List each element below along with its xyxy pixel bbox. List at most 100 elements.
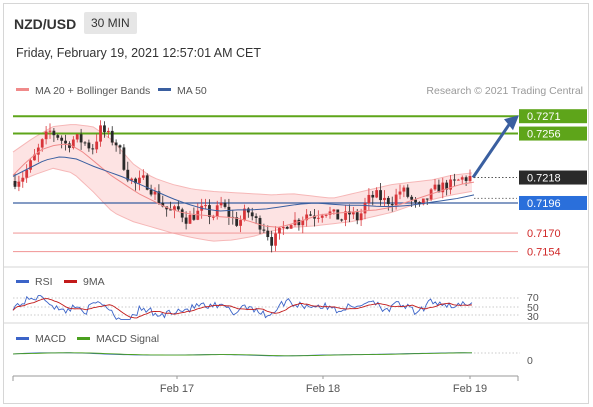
candle-body (122, 147, 126, 170)
candle-body (227, 206, 231, 217)
ma50-legend-swatch (158, 88, 171, 91)
forecast-arrow-head (504, 115, 519, 131)
candle-body (219, 202, 223, 206)
level-badge (519, 109, 587, 124)
level-badge (519, 170, 587, 185)
candle-body (351, 212, 355, 215)
candle-body (278, 227, 281, 234)
candle-body (40, 139, 44, 148)
candle-body (83, 142, 87, 144)
candle-body (289, 225, 293, 229)
candle-body (184, 217, 188, 224)
forecast-arrow-shaft (471, 122, 512, 179)
rsi-ma-line (12, 298, 473, 319)
candle-body (309, 214, 312, 216)
time-tick-label: Feb 17 (160, 383, 194, 395)
candle-body (169, 209, 172, 211)
candle-body (406, 187, 410, 197)
candle-body (157, 191, 161, 203)
candle-body (192, 214, 196, 220)
macd-tick-0: 0 (527, 355, 533, 367)
candle-body (118, 145, 122, 148)
candle-body (99, 125, 102, 142)
candle-body (91, 148, 95, 150)
candle-body (60, 137, 64, 141)
ma50-line (12, 156, 475, 212)
time-tick-label: Feb 19 (453, 383, 487, 395)
rsi-chart (12, 295, 520, 321)
candle-body (456, 179, 460, 181)
candle-body (64, 140, 67, 144)
bollinger-legend-swatch (16, 88, 29, 91)
chart-header: NZD/USD 30 MIN (4, 4, 590, 40)
rsi-legend-label: RSI (35, 276, 53, 288)
candle-body (176, 206, 180, 210)
ma50-legend-label: MA 50 (177, 85, 207, 97)
bollinger-upper-line (12, 124, 473, 199)
candle-body (211, 216, 215, 218)
candle-body (320, 215, 324, 218)
credit-label: Research © 2021 Trading Central (426, 85, 583, 97)
candle-body (161, 202, 165, 207)
candle-body (79, 134, 83, 143)
candle-body (114, 142, 118, 146)
candle-body (17, 181, 21, 187)
rsi-legend-swatch (16, 280, 29, 283)
candle-body (270, 237, 274, 246)
candle-body (204, 205, 207, 207)
candle-body (173, 206, 176, 211)
level-label: 0.7271 (527, 111, 561, 123)
candle-body (285, 226, 289, 229)
level-badge (519, 195, 587, 210)
timeframe-badge[interactable]: 30 MIN (84, 12, 137, 34)
candle-body (340, 219, 344, 221)
candle-body (281, 226, 285, 228)
candle-body (48, 130, 52, 132)
chart-datetime: Friday, February 19, 2021 12:57:01 AM CE… (16, 46, 262, 60)
level-label: 0.7154 (527, 247, 561, 259)
candle-body (348, 211, 351, 215)
candle-body (375, 190, 379, 198)
candle-body (367, 194, 371, 204)
candle-body (297, 219, 301, 226)
candle-body (344, 211, 347, 220)
candle-body (87, 142, 91, 149)
candle-body (433, 184, 437, 190)
candle-body (274, 233, 277, 246)
candle-body (71, 139, 75, 148)
candle-body (250, 212, 254, 217)
macd-legend-swatch (16, 337, 29, 340)
candle-body (52, 130, 56, 136)
candle-body (25, 169, 29, 178)
macd-signal-line (12, 352, 473, 357)
candle-body (188, 214, 192, 224)
time-tick-label: Feb 18 (306, 383, 340, 395)
candle-body (355, 212, 359, 221)
candle-body (153, 191, 157, 195)
candle-body (130, 178, 134, 181)
candle-body (33, 154, 36, 161)
level-badge (519, 126, 587, 141)
rsi-ma-legend-swatch (64, 280, 77, 283)
candle-body (258, 217, 262, 230)
candle-body (402, 187, 406, 192)
candle-body (441, 182, 445, 193)
candle-body (103, 125, 106, 133)
candle-body (235, 217, 239, 226)
candle-body (359, 213, 363, 221)
candle-body (239, 220, 242, 226)
candle-body (468, 176, 472, 181)
candle-body (145, 175, 149, 190)
candle-body (95, 141, 99, 150)
candle-body (134, 178, 137, 184)
candle-body (383, 197, 386, 201)
candle-body (208, 205, 211, 217)
macd-legend-label: MACD (35, 333, 66, 345)
rsi-tick-70: 70 (527, 292, 539, 304)
candle-body (262, 229, 266, 231)
candle-body (75, 134, 79, 140)
candle-body (301, 220, 305, 226)
candle-body (266, 230, 270, 238)
bollinger-lower-line (12, 167, 473, 242)
